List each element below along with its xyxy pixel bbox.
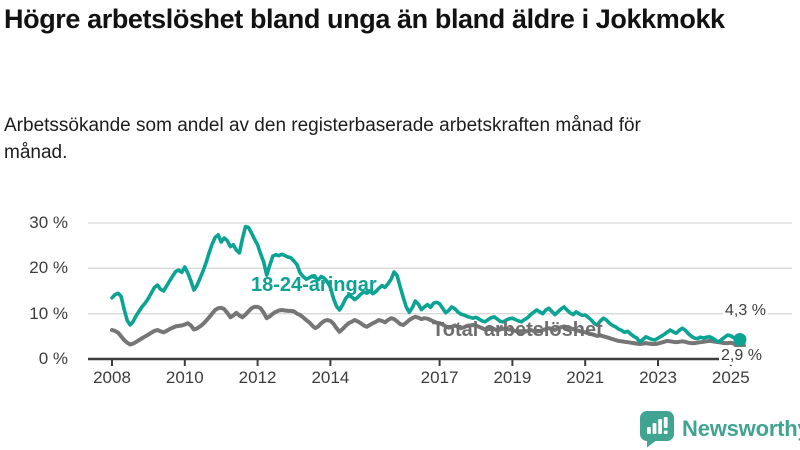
x-axis-tick-label: 2012 bbox=[238, 368, 277, 387]
end-value-label-total: 2,9 % bbox=[719, 347, 764, 365]
x-axis-tick-label: 2021 bbox=[566, 368, 605, 387]
series-label-youth: 18-24-åringar bbox=[251, 274, 377, 296]
page-subtitle: Arbetssökande som andel av den registerb… bbox=[4, 115, 641, 163]
y-axis-tick-label: 0 % bbox=[38, 349, 68, 368]
x-axis-tick-label: 2014 bbox=[311, 368, 350, 387]
x-axis-tick-label: 2017 bbox=[420, 368, 459, 387]
series-line-total bbox=[110, 304, 742, 348]
end-dot-youth bbox=[733, 333, 747, 346]
y-axis-tick-label: 30 % bbox=[29, 213, 68, 232]
page-title: Högre arbetslöshet bland unga än bland ä… bbox=[4, 4, 725, 34]
series-line-youth bbox=[110, 224, 742, 344]
x-axis-tick-label: 2025 bbox=[711, 368, 750, 387]
newsworthy-logo[interactable]: Newsworthy bbox=[639, 410, 800, 448]
y-axis-tick-label: 20 % bbox=[29, 258, 68, 278]
x-axis-tick-label: 2008 bbox=[93, 368, 131, 387]
x-axis-tick-label: 2019 bbox=[493, 368, 532, 387]
newsworthy-logo-text: Newsworthy bbox=[682, 416, 800, 441]
x-axis-tick-label: 2023 bbox=[639, 368, 677, 387]
y-axis-tick-label: 10 % bbox=[29, 303, 68, 323]
end-value-label-youth: 4,3 % bbox=[723, 302, 768, 320]
bar-chart-speech-bubble-icon bbox=[640, 411, 674, 448]
series-label-total: Total arbetslöshet bbox=[432, 319, 603, 341]
x-axis-tick-label: 2010 bbox=[165, 368, 204, 387]
